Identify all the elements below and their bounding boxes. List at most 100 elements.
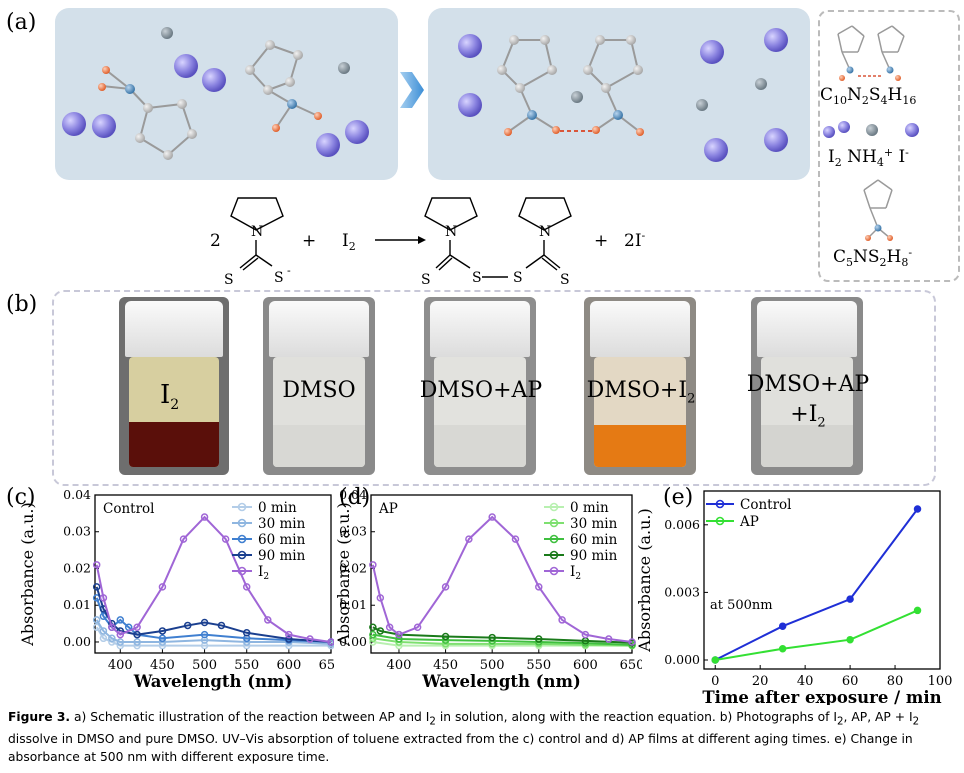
plot-frame (703, 490, 941, 670)
iodide-ion (700, 40, 724, 64)
x-axis-label: Wavelength (nm) (421, 672, 581, 691)
vial-dmso-ap (424, 297, 536, 475)
panel-label-d: (d) (339, 485, 371, 510)
y-axis-label: Absorbance (a.u.) (636, 508, 654, 652)
y-tick-label: 0.00 (339, 634, 367, 649)
y-tick-label: 0.03 (339, 524, 367, 539)
svg-text:S: S (472, 270, 482, 286)
x-tick-label: 400 (108, 658, 133, 673)
ammonium-ion (755, 78, 767, 90)
data-point (369, 561, 377, 569)
svg-text:N: N (539, 224, 551, 240)
x-tick-label: 60 (842, 674, 859, 689)
chart-title: AP (378, 501, 398, 517)
ammonium-ion (161, 27, 173, 39)
data-point (628, 638, 636, 646)
legend-label: 60 min (570, 532, 618, 548)
data-point (846, 595, 854, 603)
legend-marker (237, 518, 247, 528)
data-point (133, 630, 141, 639)
iodide-ion (764, 128, 788, 152)
x-axis-label: Time after exposure / min (702, 688, 941, 705)
legend-label: 60 min (258, 532, 306, 548)
x-tick-label: 600 (276, 658, 301, 673)
legend-formula-monomer: C5NS2H8- (833, 246, 912, 269)
data-point (116, 638, 125, 646)
legend-label: I2 (570, 564, 581, 582)
dimer-molecule (497, 35, 644, 136)
y-tick-label: 0.03 (63, 524, 91, 539)
data-point (158, 627, 167, 635)
schematic-legend-box (818, 10, 960, 282)
data-point (535, 635, 543, 643)
legend-label: 90 min (570, 548, 618, 564)
svg-text:2I-: 2I- (624, 229, 646, 251)
data-point (116, 630, 125, 639)
legend-marker (549, 502, 559, 512)
x-tick-label: 650 (319, 658, 334, 673)
data-point (441, 632, 450, 641)
x-tick-label: 80 (887, 674, 904, 689)
ammonium-ion (338, 62, 350, 74)
dithiocarbamate-molecule (98, 66, 197, 160)
legend-marker (237, 502, 247, 512)
schematic-after-panel (428, 8, 810, 180)
legend-ions-icon (823, 121, 919, 138)
ammonium-ion (696, 99, 708, 111)
y-tick-label: 0.00 (63, 634, 91, 649)
data-point (604, 635, 613, 643)
data-point (99, 634, 108, 643)
legend-marker (715, 499, 725, 509)
data-point (376, 627, 385, 635)
chart-absorbance-vs-time: 0 20 40 60 80 100 0.000 0.003 0.006 Time after ex… (636, 490, 952, 705)
series-line (715, 609, 918, 661)
legend-marker (549, 566, 559, 576)
dithiocarbamate-molecule (245, 40, 322, 132)
x-tick-label: 500 (192, 658, 217, 673)
legend-label: 90 min (258, 548, 306, 564)
eq-plus-2: + (594, 231, 608, 251)
vial-i2 (119, 297, 229, 475)
panel-label-c: (c) (6, 485, 36, 510)
iodide-ion (458, 34, 482, 58)
plot-frame (94, 494, 332, 654)
data-point (488, 633, 496, 642)
legend-formula-dimer: C10N2S4H16 (820, 85, 916, 107)
data-point (369, 623, 377, 632)
data-point (158, 634, 167, 643)
y-tick-label: 0.02 (339, 560, 367, 575)
data-point (465, 535, 473, 543)
data-point (92, 616, 101, 624)
iodine-molecule (174, 54, 226, 92)
data-point (108, 634, 116, 643)
legend-label: Control (740, 497, 791, 513)
chart-annotation: at 500nm (710, 598, 773, 613)
vial-label-i2: I2 (160, 380, 180, 414)
iodide-ion (704, 138, 728, 162)
data-point (183, 621, 192, 630)
iodide-ion (764, 28, 788, 52)
data-point (558, 616, 566, 624)
legend-marker (549, 518, 559, 528)
data-point (285, 630, 293, 639)
data-point (99, 594, 108, 602)
ammonium-ion (571, 91, 583, 103)
data-point (217, 621, 226, 630)
vial-dmso-ap-i2 (751, 297, 863, 475)
data-point (581, 630, 590, 639)
x-axis-label: Wavelength (nm) (133, 672, 293, 691)
legend-dimer-icon (837, 25, 905, 81)
x-tick-label: 450 (150, 658, 175, 673)
y-tick-label: 0.01 (339, 597, 367, 612)
x-tick-label: 500 (480, 658, 505, 673)
data-point (221, 535, 230, 543)
reaction-arrow-icon (400, 72, 424, 108)
x-tick-label: 550 (234, 658, 259, 673)
x-tick-label: 40 (797, 674, 814, 689)
vial-label-dmso-ap: DMSO+AP (419, 378, 543, 403)
series-line (714, 508, 919, 661)
svg-text:S: S (560, 272, 570, 288)
series-line (95, 586, 332, 643)
